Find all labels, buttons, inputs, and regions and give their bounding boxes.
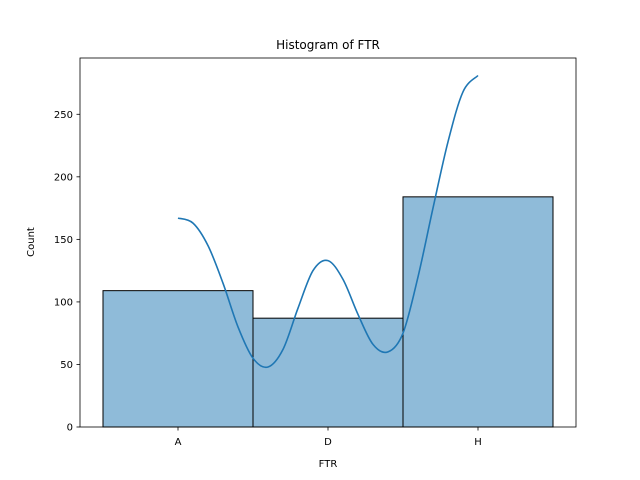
x-axis-label: FTR xyxy=(319,459,338,470)
chart-title: Histogram of FTR xyxy=(276,38,380,52)
x-tick-label-d: D xyxy=(324,437,332,448)
y-tick-label: 100 xyxy=(54,297,73,308)
x-tick-label-a: A xyxy=(175,437,182,448)
bars-layer xyxy=(102,196,554,428)
y-tick-label: 250 xyxy=(54,110,73,121)
y-axis: 0 50 100 150 200 250 xyxy=(54,110,80,434)
bar-d xyxy=(252,317,404,428)
kde-curve xyxy=(177,74,479,369)
bar-a xyxy=(102,290,254,428)
x-tick-label-h: H xyxy=(474,437,482,448)
y-tick-label: 150 xyxy=(54,235,73,246)
y-tick-label: 50 xyxy=(60,360,73,371)
y-axis-label: Count xyxy=(26,227,37,257)
bar-h xyxy=(402,196,554,428)
y-tick-label: 0 xyxy=(67,423,73,434)
y-tick-label: 200 xyxy=(54,172,73,183)
